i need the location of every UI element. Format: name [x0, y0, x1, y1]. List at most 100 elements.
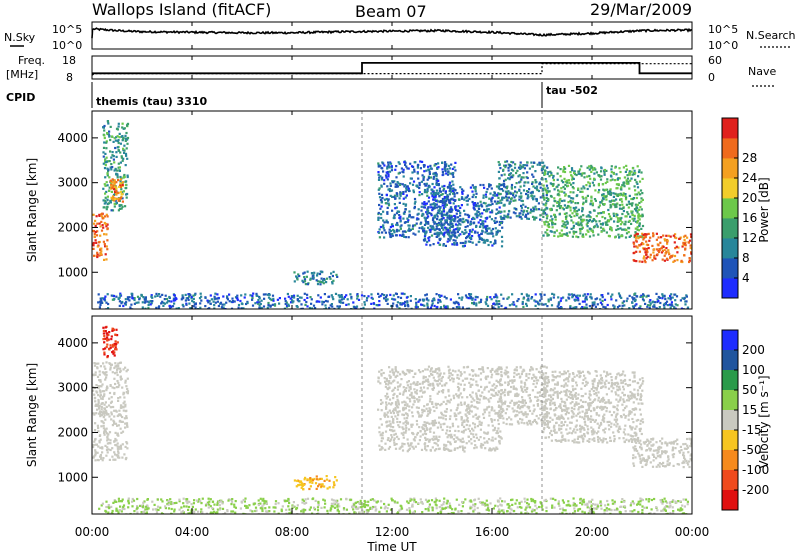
velocity-cell	[391, 499, 394, 502]
power-cell	[123, 302, 126, 305]
power-cell	[664, 252, 667, 255]
power-cell	[96, 255, 99, 259]
power-cell	[117, 199, 120, 202]
velocity-cell	[297, 483, 300, 487]
power-cell	[444, 164, 447, 167]
velocity-cell	[103, 351, 106, 354]
power-cell	[498, 183, 501, 186]
power-cell	[636, 211, 639, 214]
velocity-cell	[414, 501, 418, 504]
power-cell	[443, 196, 446, 199]
power-cell	[101, 217, 104, 220]
velocity-cell	[413, 497, 416, 500]
power-cell	[480, 215, 483, 218]
velocity-cell	[114, 453, 117, 456]
power-cell	[625, 299, 628, 303]
power-cell	[395, 192, 398, 195]
power-cell	[384, 296, 388, 299]
power-cell	[585, 219, 588, 222]
velocity-cell	[411, 503, 414, 506]
power-cell	[423, 170, 426, 173]
power-cell	[431, 209, 434, 212]
velocity-cell	[507, 503, 510, 506]
velocity-cell	[526, 498, 529, 501]
power-cell	[619, 295, 622, 298]
velocity-cell	[230, 500, 234, 503]
power-cell	[665, 250, 668, 253]
velocity-cell	[621, 498, 624, 501]
power-cell	[175, 307, 178, 309]
velocity-cell	[104, 430, 107, 433]
velocity-cell	[371, 498, 374, 501]
power-cell	[535, 216, 538, 219]
power-cell	[684, 244, 687, 247]
velocity-cell	[95, 362, 98, 365]
velocity-cell	[126, 425, 129, 428]
power-cell	[640, 171, 643, 174]
power-cell	[173, 302, 176, 305]
velocity-cell	[434, 497, 437, 500]
velocity-cell	[435, 499, 438, 502]
power-cell	[434, 174, 437, 177]
velocity-cell	[211, 500, 214, 503]
power-cell	[271, 294, 275, 297]
power-cell	[508, 165, 512, 168]
velocity-cell	[668, 505, 671, 508]
velocity-cell	[586, 502, 589, 505]
power-cell	[582, 218, 585, 221]
power-cell	[92, 247, 95, 250]
power-cell	[454, 228, 458, 231]
power-cell	[595, 223, 598, 226]
velocity-cell	[93, 413, 96, 416]
power-cell	[613, 204, 616, 207]
power-cell	[476, 296, 479, 299]
velocity-cell	[95, 412, 98, 415]
power-cell	[109, 138, 112, 142]
power-cell	[390, 165, 393, 168]
power-cell	[619, 227, 622, 230]
velocity-cell	[581, 503, 584, 506]
velocity-cell	[299, 481, 302, 484]
velocity-cell	[639, 500, 642, 503]
power-cell	[436, 167, 439, 170]
velocity-cell	[538, 505, 541, 509]
power-cell	[465, 219, 468, 222]
power-cell	[431, 188, 434, 191]
power-cell	[572, 187, 575, 190]
power-cell	[541, 178, 544, 181]
power-cell	[620, 200, 624, 203]
power-cell	[133, 302, 136, 305]
power-cell	[635, 260, 638, 263]
power-cell	[639, 215, 642, 218]
power-cell	[256, 301, 259, 304]
power-cell	[545, 220, 548, 223]
power-cell	[657, 299, 660, 302]
power-cell	[580, 174, 583, 177]
velocity-cell	[469, 507, 472, 510]
velocity-cell	[251, 510, 254, 513]
power-cell	[380, 205, 383, 208]
power-cell	[102, 199, 105, 202]
power-cell	[388, 228, 391, 231]
power-cell	[631, 305, 635, 308]
velocity-cell	[114, 372, 117, 375]
velocity-cell	[365, 504, 368, 507]
power-cell	[538, 163, 542, 166]
power-cell	[558, 190, 561, 193]
power-cell	[469, 240, 472, 243]
power-cell	[495, 202, 498, 205]
velocity-cell	[315, 478, 319, 481]
velocity-cell	[257, 503, 260, 507]
velocity-cell	[301, 501, 304, 504]
power-cell	[615, 183, 618, 186]
velocity-cell	[141, 505, 145, 508]
power-cell	[496, 231, 499, 234]
velocity-cell	[100, 385, 103, 388]
power-cell	[616, 194, 619, 197]
power-cell	[648, 239, 651, 242]
power-cell	[460, 188, 464, 191]
power-cell	[543, 187, 546, 190]
velocity-cell	[119, 427, 122, 430]
velocity-cell	[498, 510, 501, 513]
power-cell	[539, 218, 542, 221]
